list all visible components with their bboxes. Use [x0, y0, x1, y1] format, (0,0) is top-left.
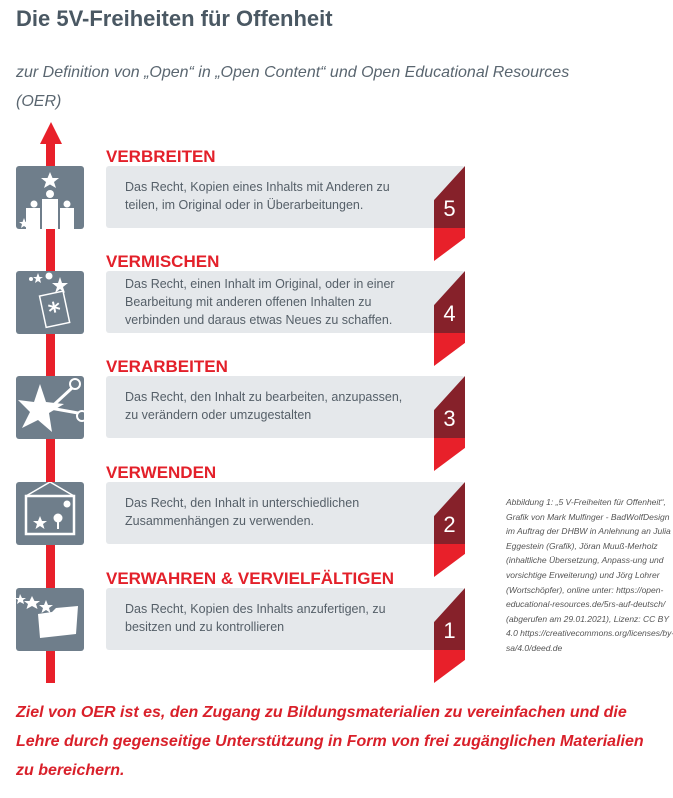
people-sharing-icon [16, 166, 84, 229]
ribbon-fold [434, 228, 465, 261]
description-box: Das Recht, einen Inhalt im Original, ode… [106, 271, 465, 366]
description-box: Das Recht, den Inhalt zu bearbeiten, anz… [106, 376, 465, 471]
section-description: Das Recht, Kopien eines Inhalts mit Ande… [125, 180, 390, 212]
section-number: 1 [443, 618, 456, 643]
description-box: Das Recht, Kopien eines Inhalts mit Ande… [106, 166, 465, 261]
freedom-section-verwahren: VERWAHREN & VERVIELFÄLTIGEN Das Recht, K… [0, 569, 480, 693]
ribbon-fold [434, 333, 465, 366]
section-heading: VERWENDEN [106, 463, 217, 482]
section-heading: VERARBEITEN [106, 357, 228, 376]
description-box: Das Recht, Kopien des Inhalts anzufertig… [106, 588, 465, 683]
description-box: Das Recht, den Inhalt in unterschiedlich… [106, 482, 465, 577]
folder-stars-icon [16, 588, 84, 651]
hanging-picture-icon [16, 482, 84, 545]
footer-statement: Ziel von OER ist es, den Zugang zu Bildu… [16, 704, 644, 779]
freedom-section-verarbeiten: VERARBEITEN Das Recht, den Inhalt zu bea… [0, 357, 480, 481]
remix-document-icon: * [16, 271, 84, 334]
section-description: Das Recht, Kopien des Inhalts anzufertig… [125, 602, 386, 634]
section-heading: VERWAHREN & VERVIELFÄLTIGEN [106, 569, 395, 588]
ribbon-fold [434, 438, 465, 471]
section-description: Das Recht, den Inhalt zu bearbeiten, anz… [125, 390, 403, 422]
section-number: 4 [443, 301, 456, 326]
svg-text:*: * [46, 296, 65, 326]
section-description: Das Recht, einen Inhalt im Original, ode… [125, 277, 395, 327]
page-subtitle: zur Definition von „Open“ in „Open Conte… [16, 64, 570, 110]
section-number: 2 [443, 512, 456, 537]
arrow-up-icon [40, 122, 62, 144]
section-description: Das Recht, den Inhalt in unterschiedlich… [125, 496, 360, 528]
scissors-star-icon [16, 376, 84, 439]
section-heading: VERBREITEN [106, 147, 216, 166]
ribbon-fold [434, 544, 465, 577]
section-number: 5 [443, 196, 456, 221]
page-title: Die 5V-Freiheiten für Offenheit [16, 6, 333, 31]
section-number: 3 [443, 406, 456, 431]
figure-caption: Abbildung 1: „5 V-Freiheiten für Offenhe… [506, 497, 673, 653]
freedom-section-verwenden: VERWENDEN Das Recht, den Inhalt in unter… [0, 463, 480, 587]
freedom-section-vermischen: * VERMISCHEN Das Recht, einen Inhalt im … [0, 252, 480, 376]
freedom-section-verbreiten: VERBREITEN Das Recht, Kopien eines Inhal… [0, 147, 480, 271]
ribbon-fold [434, 650, 465, 683]
section-heading: VERMISCHEN [106, 252, 220, 271]
